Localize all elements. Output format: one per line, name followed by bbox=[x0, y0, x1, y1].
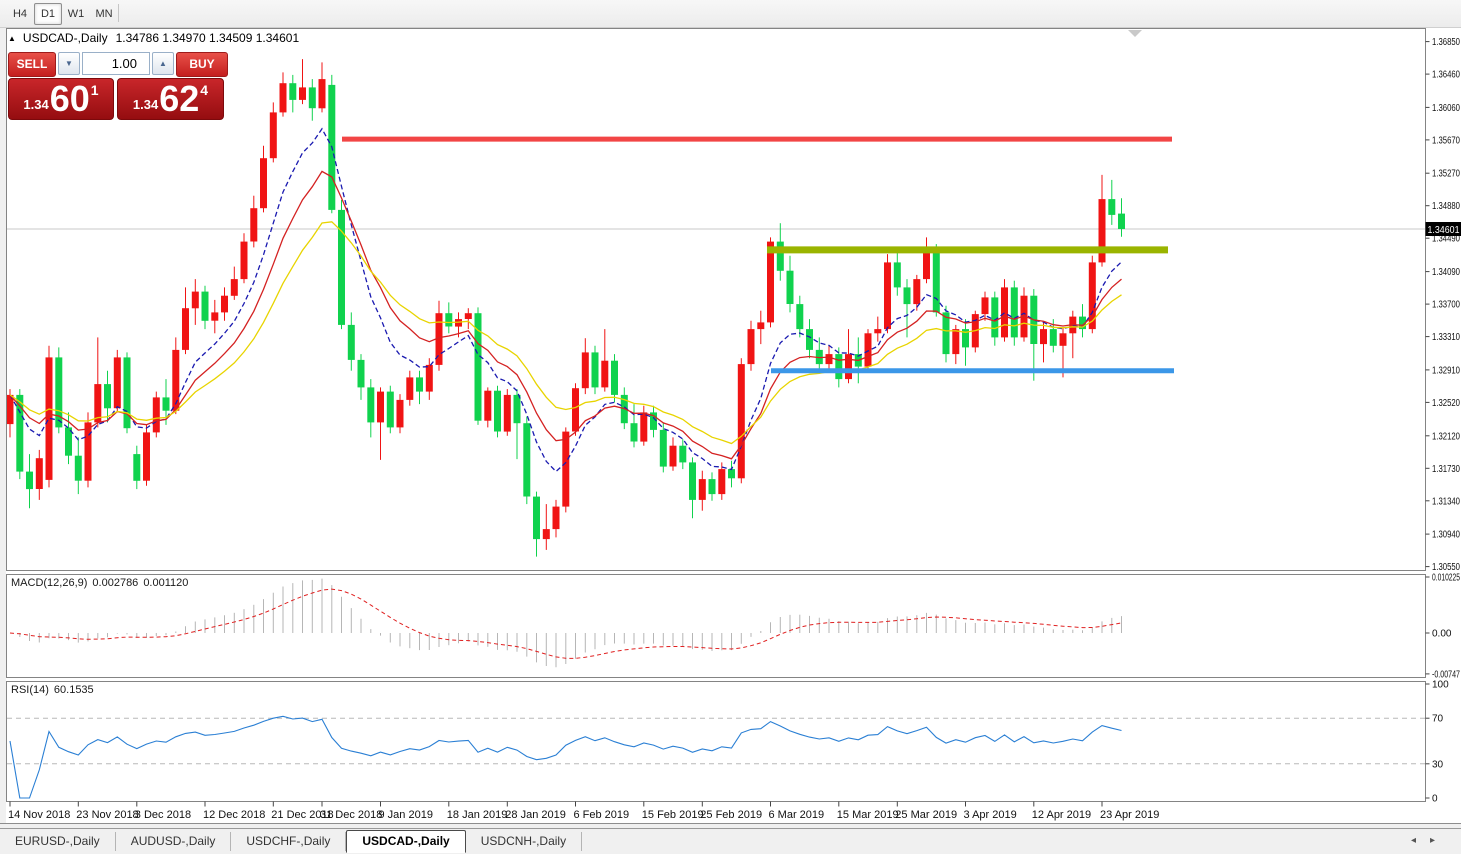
timeframe-button-mn[interactable]: MN bbox=[90, 3, 118, 25]
date-axis-label: 28 Jan 2019 bbox=[505, 809, 566, 821]
ohlc-values: 1.34786 1.34970 1.34509 1.34601 bbox=[116, 31, 300, 45]
tabs-scroll-right-icon[interactable]: ▸ bbox=[1430, 835, 1449, 846]
chart-window-bg bbox=[6, 28, 1461, 823]
date-axis-label: 3 Dec 2018 bbox=[135, 809, 191, 821]
date-axis-label: 15 Mar 2019 bbox=[837, 809, 899, 821]
sell-price-panel[interactable]: 1.34 60 1 bbox=[8, 78, 114, 120]
date-axis-label: 18 Jan 2019 bbox=[447, 809, 508, 821]
date-axis-label: 25 Mar 2019 bbox=[895, 809, 957, 821]
price-axis-label: 1.36060 bbox=[1432, 103, 1460, 114]
macd-axis-label: 0.00 bbox=[1432, 629, 1452, 640]
tabs-scroll-left-icon[interactable]: ◂ bbox=[1411, 835, 1430, 846]
tab-eurusd-daily[interactable]: EURUSD-,Daily bbox=[0, 832, 116, 851]
volume-input[interactable]: 1.00 bbox=[82, 52, 150, 75]
buy-price-big: 62 bbox=[159, 79, 199, 119]
chart-symbol-title: USDCAD-,Daily bbox=[23, 31, 108, 45]
price-axis-label: 1.31340 bbox=[1432, 496, 1460, 507]
sell-price-prefix: 1.34 bbox=[23, 97, 48, 112]
tab-usdchf-daily[interactable]: USDCHF-,Daily bbox=[231, 832, 346, 851]
price-axis-label: 1.34090 bbox=[1432, 267, 1460, 278]
tab-usdcnh-daily[interactable]: USDCNH-,Daily bbox=[466, 832, 582, 851]
rsi-axis-label: 70 bbox=[1432, 714, 1444, 725]
date-axis-label: 23 Apr 2019 bbox=[1100, 809, 1159, 821]
price-axis-label: 1.33310 bbox=[1432, 332, 1460, 343]
price-axis-label: 1.30940 bbox=[1432, 530, 1460, 541]
price-axis-label: 1.32120 bbox=[1432, 431, 1460, 442]
timeframe-button-d1[interactable]: D1 bbox=[34, 3, 62, 25]
timeframe-button-h4[interactable]: H4 bbox=[6, 3, 34, 25]
price-axis-label: 1.30550 bbox=[1432, 562, 1460, 573]
date-axis-label: 9 Jan 2019 bbox=[379, 809, 433, 821]
price-axis-label: 1.32520 bbox=[1432, 398, 1460, 409]
buy-price-sup: 4 bbox=[200, 82, 208, 98]
tab-usdcad-daily[interactable]: USDCAD-,Daily bbox=[346, 830, 465, 853]
chart-canvas[interactable]: 1.36850 1.36460 1.36060 1.35670 1.35270 1.348… bbox=[0, 0, 1461, 828]
sell-price-big: 60 bbox=[50, 79, 90, 119]
price-axis-label: 1.33700 bbox=[1432, 300, 1460, 311]
date-axis-label: 12 Dec 2018 bbox=[203, 809, 265, 821]
price-axis-label: 1.34880 bbox=[1432, 201, 1460, 212]
tab-audusd-daily[interactable]: AUDUSD-,Daily bbox=[116, 832, 232, 851]
price-axis-label: 1.35670 bbox=[1432, 135, 1460, 146]
buy-price-prefix: 1.34 bbox=[133, 97, 158, 112]
price-axis-label: 1.36460 bbox=[1432, 70, 1460, 81]
date-axis-label: 6 Mar 2019 bbox=[769, 809, 825, 821]
date-axis-label: 25 Feb 2019 bbox=[700, 809, 762, 821]
price-axis-label: 1.35270 bbox=[1432, 169, 1460, 180]
price-axis-label: 1.32910 bbox=[1432, 365, 1460, 376]
date-axis-label: 14 Nov 2018 bbox=[8, 809, 70, 821]
volume-increase-button[interactable]: ▲ bbox=[152, 52, 174, 75]
date-axis-label: 23 Nov 2018 bbox=[76, 809, 138, 821]
volume-decrease-button[interactable]: ▼ bbox=[58, 52, 80, 75]
collapse-icon[interactable]: ▲ bbox=[8, 34, 16, 43]
buy-button[interactable]: BUY bbox=[176, 52, 228, 77]
rsi-axis-label: 100 bbox=[1432, 680, 1449, 691]
timeframe-button-w1[interactable]: W1 bbox=[62, 3, 90, 25]
rsi-axis-label: 30 bbox=[1432, 759, 1444, 770]
sell-price-sup: 1 bbox=[91, 82, 99, 98]
macd-axis-label: 0.010225 bbox=[1432, 573, 1460, 584]
toolbar-separator bbox=[118, 4, 119, 22]
current-price-badge-value: 1.34601 bbox=[1428, 225, 1460, 236]
date-axis-label: 3 Apr 2019 bbox=[964, 809, 1017, 821]
price-axis-label: 1.31730 bbox=[1432, 464, 1460, 475]
date-axis-label: 6 Feb 2019 bbox=[574, 809, 630, 821]
price-axis-label: 1.36850 bbox=[1432, 37, 1460, 48]
date-axis-label: 15 Feb 2019 bbox=[642, 809, 704, 821]
sell-button[interactable]: SELL bbox=[8, 52, 56, 77]
buy-price-panel[interactable]: 1.34 62 4 bbox=[117, 78, 224, 120]
date-axis-label: 31 Dec 2018 bbox=[320, 809, 382, 821]
date-axis-label: 12 Apr 2019 bbox=[1032, 809, 1091, 821]
rsi-axis-label: 0 bbox=[1432, 794, 1438, 805]
